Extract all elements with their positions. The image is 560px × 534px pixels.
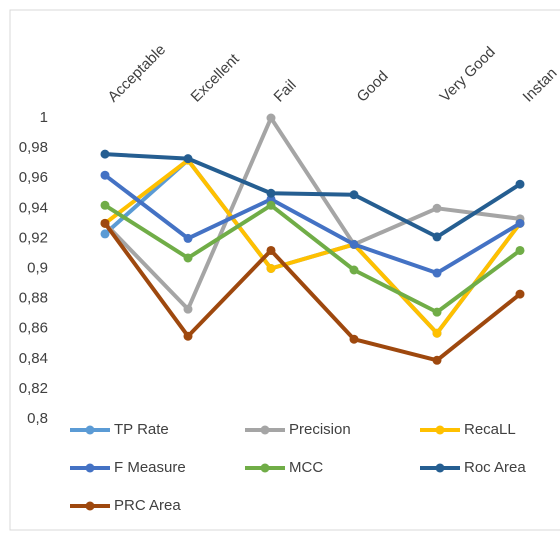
y-tick-label: 0,92 — [19, 229, 48, 246]
point — [100, 218, 110, 228]
point — [432, 232, 442, 242]
y-tick-label: 0,8 — [27, 410, 48, 427]
point — [183, 233, 193, 243]
point — [349, 334, 359, 344]
legend-label: TP Rate — [114, 421, 169, 438]
series-line — [103, 222, 522, 363]
point — [349, 265, 359, 275]
series-line — [104, 152, 522, 239]
point — [349, 239, 359, 249]
point — [515, 218, 525, 228]
series-line — [103, 158, 522, 336]
point — [349, 190, 359, 200]
x-tick-label: Instan — [520, 65, 560, 106]
legend-label: RecaLL — [464, 421, 516, 438]
series-line — [103, 203, 522, 315]
x-tick-label: Acceptable — [105, 41, 170, 106]
legend-label: F Measure — [114, 459, 186, 476]
y-tick-label: 0,9 — [27, 259, 48, 276]
series-line — [103, 116, 521, 312]
legend-marker — [435, 425, 445, 435]
y-tick-label: 0,84 — [19, 350, 48, 367]
series-line — [103, 173, 522, 276]
point — [432, 203, 442, 213]
x-tick-label: Good — [354, 68, 392, 106]
legend-label: Precision — [289, 421, 351, 438]
legend-marker — [260, 425, 270, 435]
point — [183, 331, 193, 341]
legend-marker — [260, 463, 270, 473]
point — [515, 179, 525, 189]
y-tick-label: 0,86 — [19, 320, 48, 337]
point — [183, 304, 193, 314]
point — [266, 264, 276, 273]
point — [266, 113, 276, 123]
x-tick-label: Fail — [271, 77, 300, 106]
point — [100, 149, 110, 159]
point — [432, 268, 442, 278]
y-tick-label: 1 — [40, 109, 48, 126]
legend-marker — [435, 463, 445, 473]
point — [100, 170, 110, 180]
y-tick-label: 0,96 — [19, 169, 48, 186]
legend-marker — [85, 425, 95, 435]
point — [266, 200, 276, 210]
point — [432, 355, 442, 365]
point — [266, 245, 276, 255]
y-tick-label: 0,88 — [19, 290, 48, 307]
x-tick-label: Very Good — [437, 43, 499, 105]
point — [100, 229, 110, 239]
y-tick-label: 0,82 — [19, 380, 48, 397]
point — [515, 245, 525, 255]
legend-marker — [85, 463, 95, 473]
legend-marker — [85, 501, 95, 511]
point — [100, 200, 110, 210]
legend-label: Roc Area — [464, 459, 526, 476]
y-tick-label: 0,98 — [19, 139, 48, 156]
x-tick-label: Excellent — [188, 50, 244, 106]
legend-label: MCC — [289, 459, 323, 476]
legend-label: PRC Area — [114, 497, 181, 514]
point — [183, 154, 193, 164]
chart-frame — [9, 9, 560, 531]
point — [515, 289, 525, 299]
point — [432, 328, 442, 338]
y-tick-label: 0,94 — [19, 199, 48, 216]
point — [183, 253, 193, 263]
point — [266, 188, 276, 198]
point — [432, 307, 442, 317]
